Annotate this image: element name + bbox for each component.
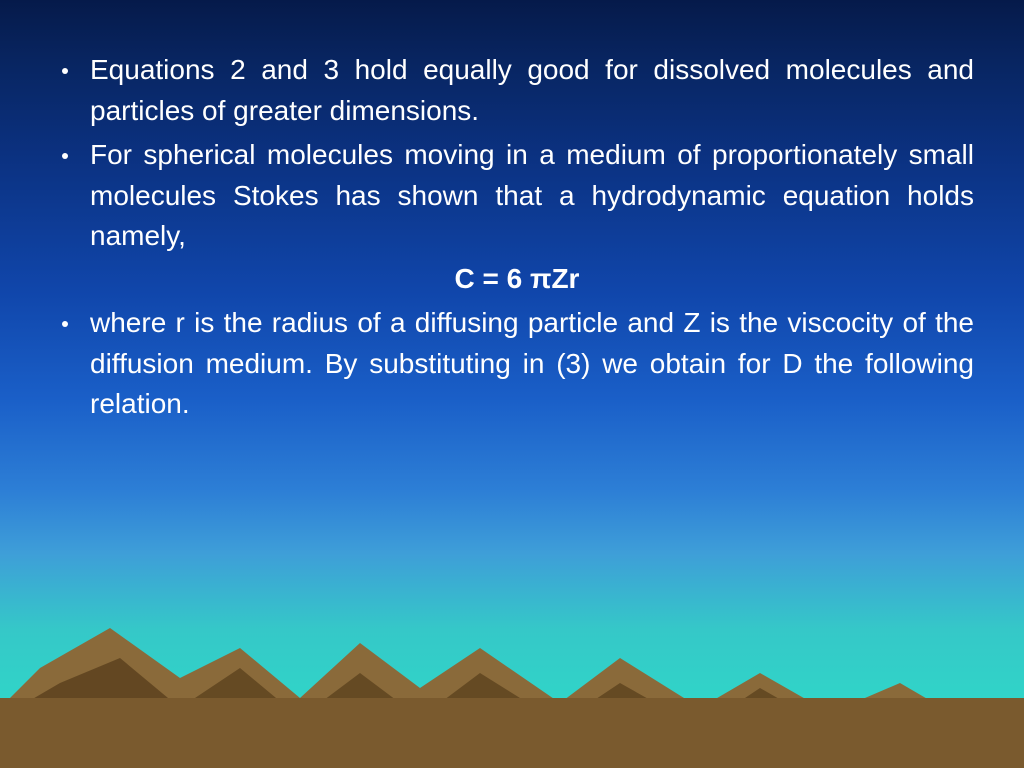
bullet-text: For spherical molecules moving in a medi… bbox=[90, 135, 974, 257]
bullet-text: where r is the radius of a diffusing par… bbox=[90, 303, 974, 425]
bullet-dot-icon bbox=[62, 321, 68, 327]
bullet-item: For spherical molecules moving in a medi… bbox=[60, 135, 974, 257]
bullet-text: Equations 2 and 3 hold equally good for … bbox=[90, 50, 974, 131]
bullet-dot-icon bbox=[62, 153, 68, 159]
bullet-item: where r is the radius of a diffusing par… bbox=[60, 303, 974, 425]
ground-strip bbox=[0, 698, 1024, 768]
slide-content: Equations 2 and 3 hold equally good for … bbox=[60, 50, 974, 429]
equation-text: C = 6 πZr bbox=[60, 263, 974, 295]
bullet-item: Equations 2 and 3 hold equally good for … bbox=[60, 50, 974, 131]
bullet-dot-icon bbox=[62, 68, 68, 74]
